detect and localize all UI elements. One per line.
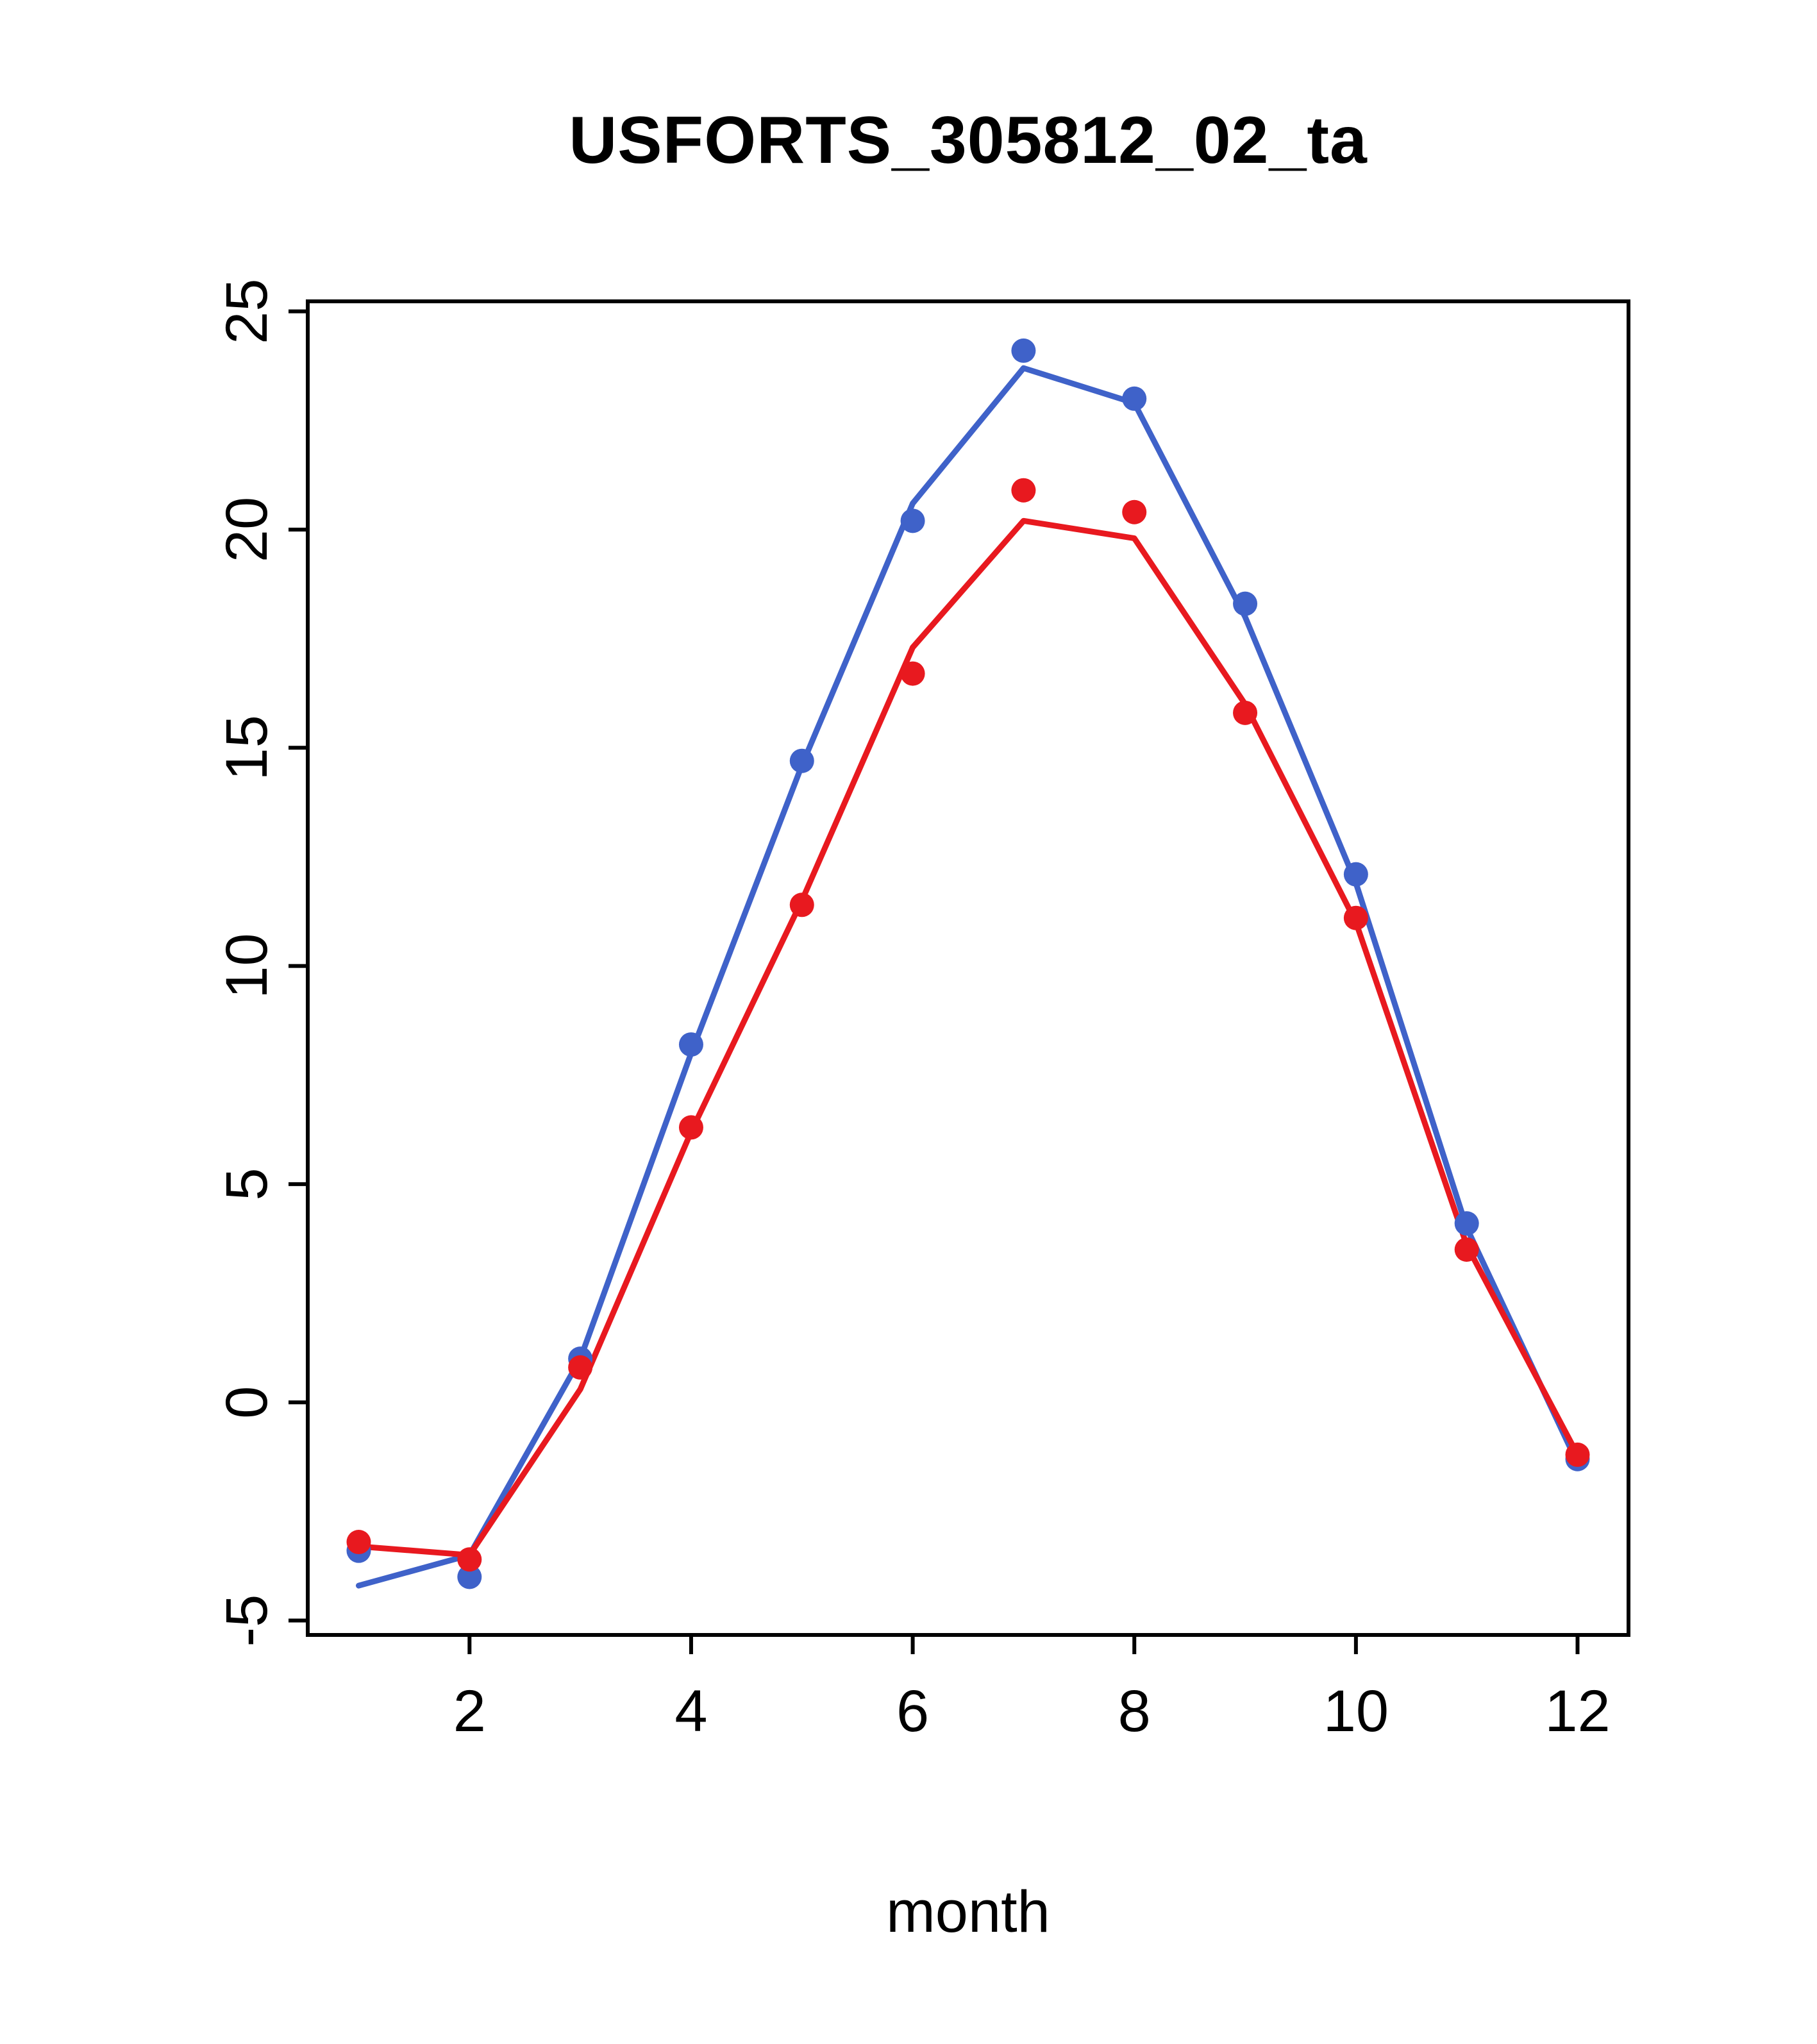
series-blue-point — [1122, 386, 1147, 411]
plot-box — [306, 299, 1630, 1637]
series-red-point — [1122, 499, 1147, 524]
x-axis-label: month — [886, 1879, 1050, 1945]
y-axis-tick-label: 25 — [214, 278, 280, 344]
series-red-point — [346, 1530, 371, 1555]
x-axis-tick-label: 12 — [1545, 1679, 1610, 1744]
series-red-point — [1343, 905, 1368, 930]
y-axis-tick-label: 5 — [214, 1168, 280, 1200]
series-red-point — [457, 1547, 482, 1572]
y-axis-tick-label: 20 — [214, 497, 280, 562]
series-red-point — [678, 1115, 703, 1140]
series-red-point — [900, 661, 925, 686]
series-blue-point — [1343, 862, 1368, 887]
series-blue-point — [457, 1564, 482, 1589]
y-axis-tick-label: 15 — [214, 715, 280, 780]
series-blue-point — [678, 1032, 703, 1057]
x-axis-tick-label: 8 — [1118, 1679, 1151, 1744]
series-red-point — [1011, 478, 1036, 503]
series-blue-point — [1011, 338, 1036, 363]
series-blue-point — [1454, 1211, 1479, 1236]
series-blue-point — [900, 508, 925, 533]
series-red-point — [789, 892, 814, 917]
series-red-point — [1233, 700, 1258, 725]
series-blue-point — [789, 748, 814, 773]
series-red-point — [1565, 1442, 1590, 1467]
x-axis-tick-label: 2 — [453, 1679, 486, 1744]
y-axis-tick-label: 0 — [214, 1386, 280, 1419]
series-red-point — [568, 1355, 593, 1380]
series-blue-line — [355, 365, 1581, 1589]
series-blue-point — [1233, 591, 1258, 616]
series-red-point — [1454, 1237, 1479, 1262]
chart-title: USFORTS_305812_02_ta — [569, 103, 1368, 178]
x-axis-tick-label: 4 — [674, 1679, 707, 1744]
x-axis-tick-label: 6 — [896, 1679, 929, 1744]
y-axis-tick-label: 10 — [214, 933, 280, 998]
x-axis-tick-label: 10 — [1323, 1679, 1389, 1744]
series-red-line — [355, 517, 1581, 1558]
y-axis-tick-label: -5 — [214, 1595, 280, 1647]
